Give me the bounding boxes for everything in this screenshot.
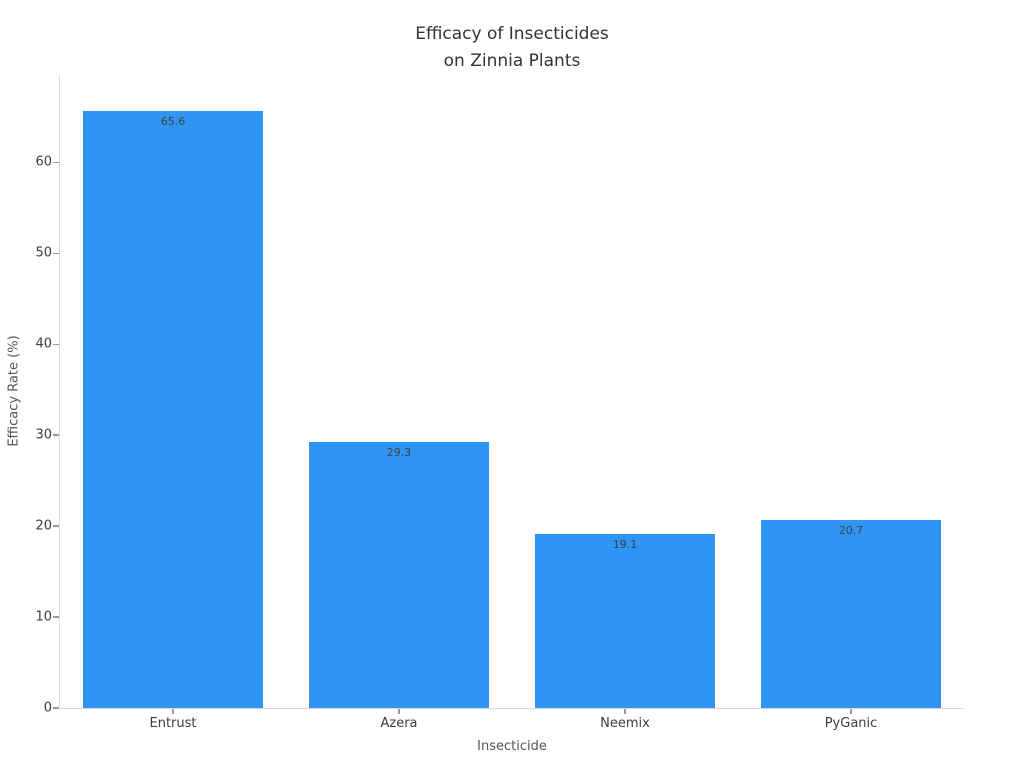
x-tick-label-entrust: Entrust [149,716,197,731]
y-tick-mark [52,616,59,618]
bar-entrust [82,111,264,708]
x-tick-mark [624,709,626,715]
y-tick-label: 30 [35,427,52,443]
y-tick-label: 20 [35,518,52,534]
x-tick-mark [398,709,400,715]
x-axis-title: Insecticide [477,739,547,754]
y-tick-mark [52,707,59,709]
bar-value-label: 65.6 [160,115,186,129]
bar-value-label: 29.3 [386,445,412,459]
y-tick-label: 50 [35,245,52,261]
y-tick-mark [52,252,59,254]
x-tick-label-pyganic: PyGanic [824,716,878,731]
y-tick-label: 0 [43,700,52,716]
bar-azera [308,441,490,708]
bar-value-label: 19.1 [612,538,638,552]
x-tick-label-azera: Azera [380,716,418,731]
y-tick-label: 60 [35,154,52,170]
bar-value-label: 20.7 [838,523,864,537]
x-tick-mark [850,709,852,715]
bottom-spine [60,708,964,710]
y-tick-mark [52,161,59,163]
y-tick-mark [52,525,59,527]
x-tick-mark [172,709,174,715]
y-tick-mark [52,434,59,436]
chart-title: Efficacy of Insecticides on Zinnia Plant… [415,24,609,71]
y-tick-label: 40 [35,336,52,352]
y-tick-label: 10 [35,609,52,625]
y-tick-mark [52,343,59,345]
bar-neemix [534,534,716,708]
left-spine [58,75,60,710]
bar-pyganic [760,519,942,708]
x-tick-label-neemix: Neemix [600,716,650,731]
